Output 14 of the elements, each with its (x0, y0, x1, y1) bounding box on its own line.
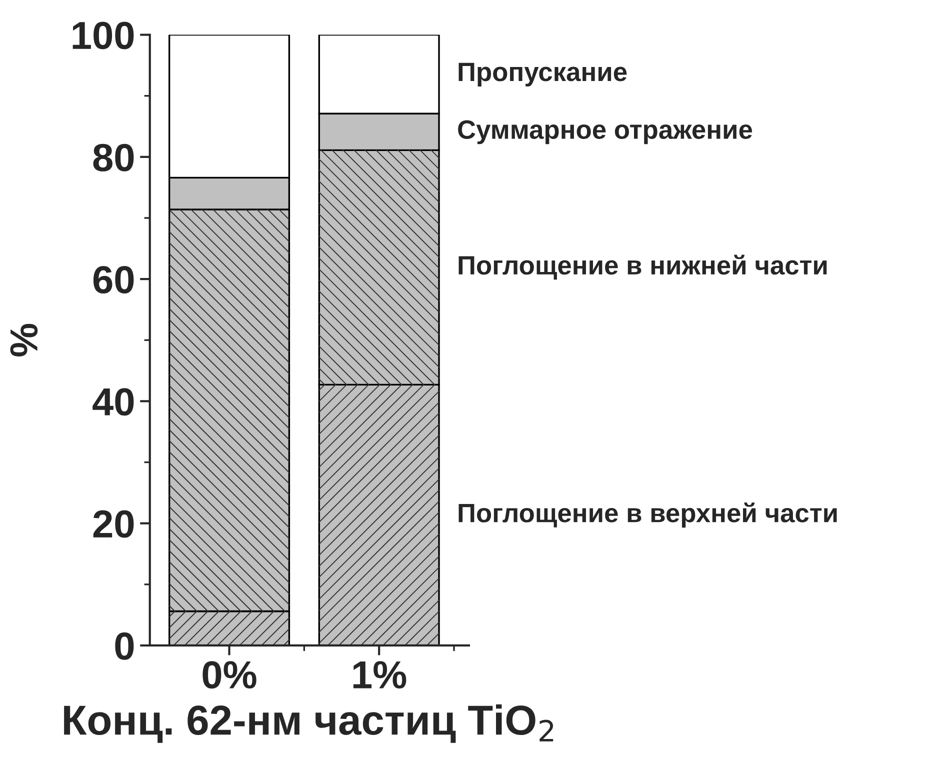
y-tick-label: 100 (72, 22, 134, 50)
y-tick-label: 20 (93, 510, 134, 538)
series-label: Пропускание (458, 62, 627, 86)
y-tick-label: 80 (93, 144, 134, 172)
y-tick-label: 40 (92, 388, 134, 416)
y-tick-label: 60 (93, 266, 134, 294)
series-label: Поглощение в верхней части (458, 502, 837, 528)
y-axis-title: % (10, 324, 38, 356)
y-tick-label: 0 (115, 632, 134, 660)
x-axis-title: Конц. 62-нм частиц TiO$_{2}$ (64, 704, 554, 743)
series-label: Поглощение в нижней части (458, 254, 827, 280)
x-tick-label: 0% (202, 661, 256, 689)
series-label: Суммарное отражение (458, 120, 752, 144)
x-tick-label: 1% (353, 661, 406, 689)
